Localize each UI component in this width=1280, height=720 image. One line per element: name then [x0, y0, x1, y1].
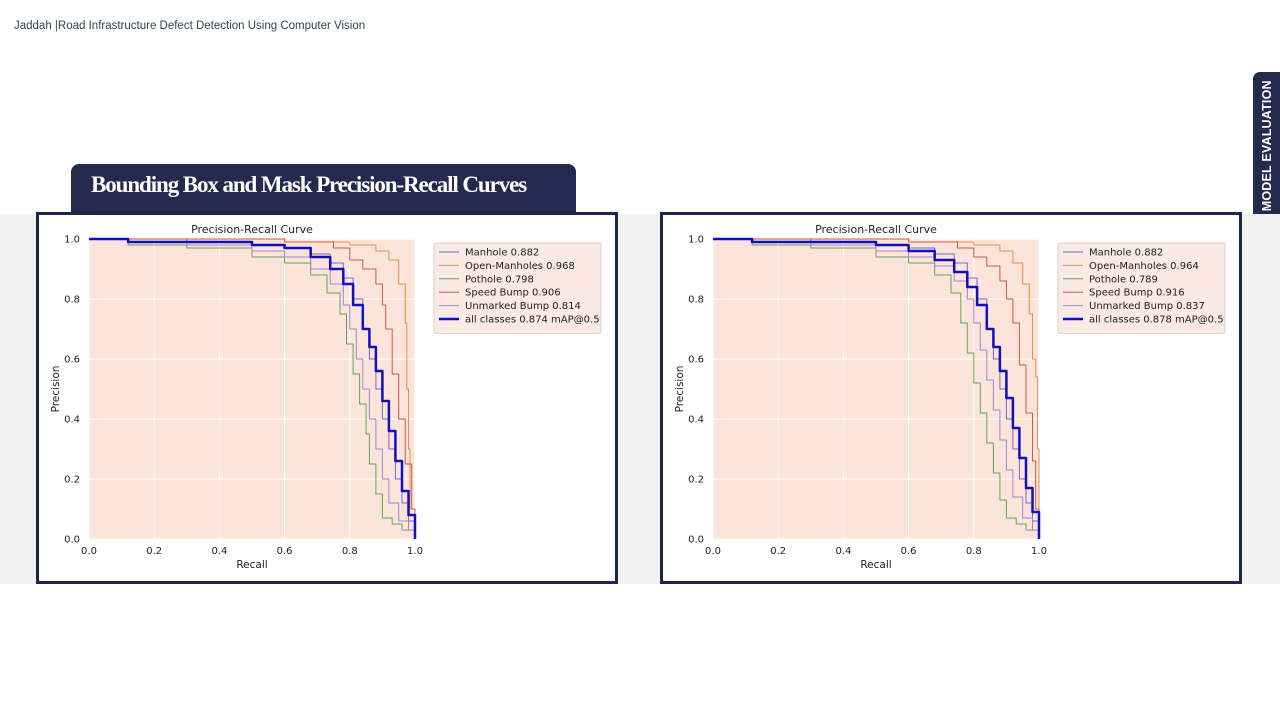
plot-area: [89, 239, 415, 539]
x-axis-label: Recall: [236, 559, 267, 571]
x-tick-label: 0.4: [835, 546, 851, 557]
pr-curve-chart-left: 0.0 0.2 0.4 0.6 0.8 1.0 0.0 0.2 0.4 0.6 0.8 1.0 Prec…: [50, 223, 602, 571]
chart-title: Precision-Recall Curve: [191, 223, 313, 236]
y-tick-label: 0.4: [688, 415, 704, 426]
series-line-5: [713, 237, 1041, 539]
legend-entry-2: Pothole 0.789: [1089, 274, 1158, 285]
y-tick-label: 0.2: [64, 475, 80, 486]
series-line-5: [89, 237, 417, 539]
legend-entry-5: all classes 0.878 mAP@0.5: [1089, 315, 1224, 326]
legend-entry-3: Speed Bump 0.916: [1089, 288, 1185, 299]
y-axis-label: Precision: [50, 366, 62, 413]
pr-curve-chart-right: 0.0 0.2 0.4 0.6 0.8 1.0 0.0 0.2 0.4 0.6 0.8 1.0 Prec…: [674, 223, 1226, 571]
section-tab-label: 6. MODEL EVALUATION: [1259, 79, 1274, 226]
x-tick-label: 0.6: [277, 546, 293, 557]
y-axis-label: Precision: [674, 366, 686, 413]
x-tick-label: 0.2: [146, 546, 162, 557]
legend-entry-4: Unmarked Bump 0.837: [1089, 301, 1205, 312]
series-line-2: [89, 238, 416, 539]
chart-title: Precision-Recall Curve: [815, 223, 937, 236]
y-tick-label: 0.2: [688, 475, 704, 486]
legend-entry-3: Speed Bump 0.906: [465, 288, 561, 299]
y-tick-label: 0.0: [688, 535, 704, 546]
y-tick-label: 0.6: [688, 355, 704, 366]
plot-area: [713, 239, 1039, 539]
legend-box: [1057, 242, 1226, 334]
legend-entry-2: Pothole 0.798: [465, 274, 534, 285]
y-tick-label: 1.0: [64, 235, 80, 246]
section-title: Bounding Box and Mask Precision-Recall C…: [91, 172, 527, 197]
y-tick-label: 0.8: [64, 295, 80, 306]
x-tick-label: 0.4: [211, 546, 227, 557]
x-tick-label: 0.0: [705, 546, 721, 557]
legend-entry-1: Open-Manholes 0.964: [1089, 261, 1199, 272]
legend-entry-4: Unmarked Bump 0.814: [465, 301, 581, 312]
y-tick-label: 0.4: [64, 415, 80, 426]
section-title-box: Bounding Box and Mask Precision-Recall C…: [71, 164, 576, 213]
y-tick-label: 1.0: [688, 235, 704, 246]
series-line-4: [713, 238, 1040, 539]
x-tick-label: 0.0: [81, 546, 97, 557]
x-tick-label: 1.0: [407, 546, 423, 557]
series-line-2: [713, 238, 1040, 539]
series-line-3: [89, 238, 416, 539]
y-tick-label: 0.0: [64, 535, 80, 546]
legend-entry-1: Open-Manholes 0.968: [465, 261, 575, 272]
x-axis-label: Recall: [860, 559, 891, 571]
chart-bounding-box: 0.0 0.2 0.4 0.6 0.8 1.0 0.0 0.2 0.4 0.6 0.8 1.0 Prec…: [36, 212, 618, 584]
x-tick-label: 1.0: [1031, 546, 1047, 557]
section-tab: 6. MODEL EVALUATION: [1253, 72, 1280, 233]
legend-entry-0: Manhole 0.882: [1089, 248, 1163, 259]
x-tick-label: 0.8: [342, 546, 358, 557]
x-tick-label: 0.2: [770, 546, 786, 557]
chart-mask: 0.0 0.2 0.4 0.6 0.8 1.0 0.0 0.2 0.4 0.6 0.8 1.0 Prec…: [660, 212, 1242, 584]
x-tick-label: 0.6: [901, 546, 917, 557]
legend-entry-5: all classes 0.874 mAP@0.5: [465, 315, 600, 326]
series-line-4: [89, 238, 416, 539]
header-title: Jaddah |Road Infrastructure Defect Detec…: [14, 20, 366, 32]
x-tick-label: 0.8: [966, 546, 982, 557]
legend-box: [433, 242, 602, 334]
legend-entry-0: Manhole 0.882: [465, 248, 539, 259]
y-tick-label: 0.6: [64, 355, 80, 366]
y-tick-label: 0.8: [688, 295, 704, 306]
series-line-3: [713, 238, 1040, 539]
